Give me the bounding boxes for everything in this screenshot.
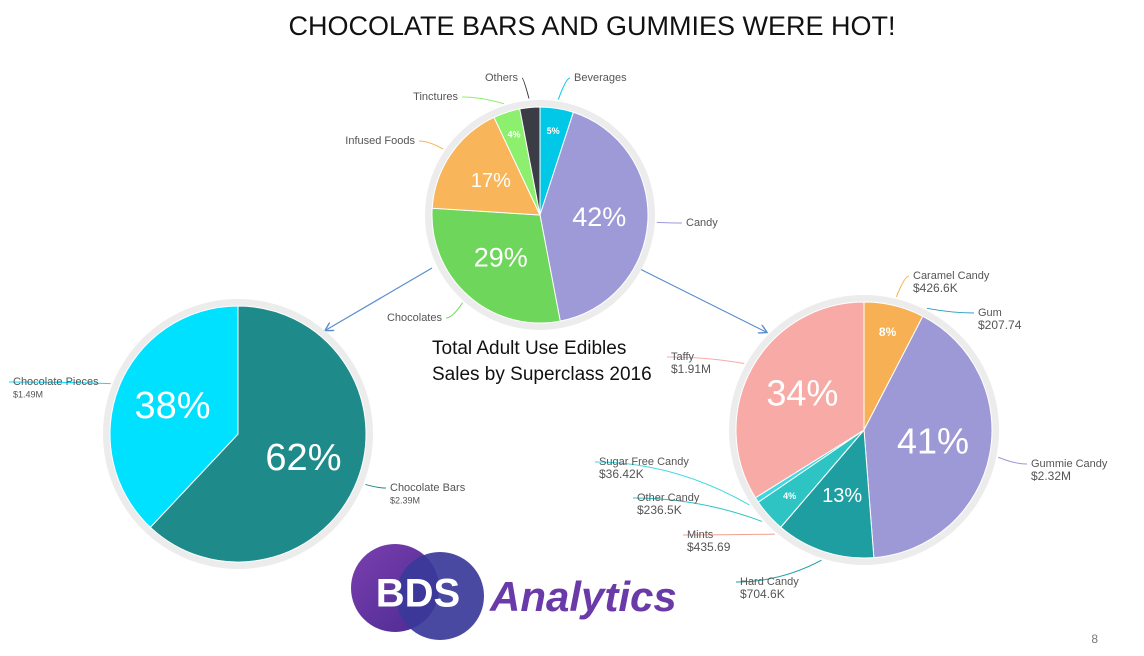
value-label: 34% [766,372,838,413]
value-label: 29% [474,243,528,273]
pie-slice [519,106,541,216]
category-label: Candy [686,217,718,229]
leader-line [8,381,111,385]
leader-line [895,275,910,298]
logo: BDS Analytics [351,544,677,640]
category-label: Others [485,72,519,84]
page-number: 8 [1091,632,1098,646]
leader-line [594,461,750,506]
category-label: Gum [978,307,1002,319]
leader-line [998,456,1028,465]
amount-label: $1.91M [671,362,711,376]
leader-line [365,483,387,489]
pie-slice [109,305,239,529]
value-label: 41% [897,421,969,462]
category-label: Taffy [671,351,695,363]
category-label: Other Candy [637,492,700,504]
category-label: Chocolate Pieces [13,376,99,388]
leader-line [521,77,530,99]
value-label: 62% [265,437,341,479]
value-label: 5% [547,126,560,136]
amount-label: $36.42K [599,467,644,481]
value-label: 13% [822,485,862,507]
category-label: Infused Foods [345,135,415,147]
amount-label: $426.6K [913,281,958,295]
category-label: Chocolate Bars [390,482,466,494]
pie-slice [539,111,649,322]
leader-line [682,533,775,536]
category-label: Caramel Candy [913,270,990,282]
pie-slice [431,116,541,216]
logo-circle [396,552,484,640]
leader-line [926,307,975,314]
pie-slice [735,301,865,499]
category-label: Mints [687,529,714,541]
leader-line [557,77,571,100]
pie-slice [863,315,993,559]
category-label: Sugar Free Candy [599,456,689,468]
arrow [326,267,433,330]
category-label: Beverages [574,72,627,84]
amount-label: $207.74 [978,318,1022,332]
value-label: 8% [879,325,897,339]
leader-line [656,221,683,224]
leader-line [666,356,745,365]
amount-label: $1.49M [13,389,43,399]
leader-line [418,140,444,150]
value-label: 38% [135,385,211,427]
leader-line [735,559,822,583]
slide-title: CHOCOLATE BARS AND GUMMIES WERE HOT! [288,11,895,41]
value-label: 42% [572,202,626,232]
category-label: Chocolates [387,312,443,324]
leader-line [461,96,504,105]
value-label: 17% [471,170,511,192]
value-label: 4% [507,129,520,139]
logo-name: Analytics [489,573,677,620]
category-label: Hard Candy [740,576,799,588]
pie-slice [431,207,561,324]
amount-label: $2.32M [1031,469,1071,483]
amount-label: $704.6K [740,587,785,601]
leader-line [632,497,763,522]
category-label: Gummie Candy [1031,458,1108,470]
chart-subtitle: Total Adult Use Edibles Sales by Supercl… [432,338,652,385]
pie-slice [780,428,875,559]
value-label: 4% [783,491,796,501]
arrow [637,267,766,332]
category-label: Tinctures [413,91,458,103]
logo-initials: BDS [376,572,460,616]
amount-label: $435.69 [687,540,731,554]
amount-label: $2.39M [390,495,420,505]
leader-line [445,302,464,319]
amount-label: $236.5K [637,503,682,517]
pie-slice [149,305,367,563]
